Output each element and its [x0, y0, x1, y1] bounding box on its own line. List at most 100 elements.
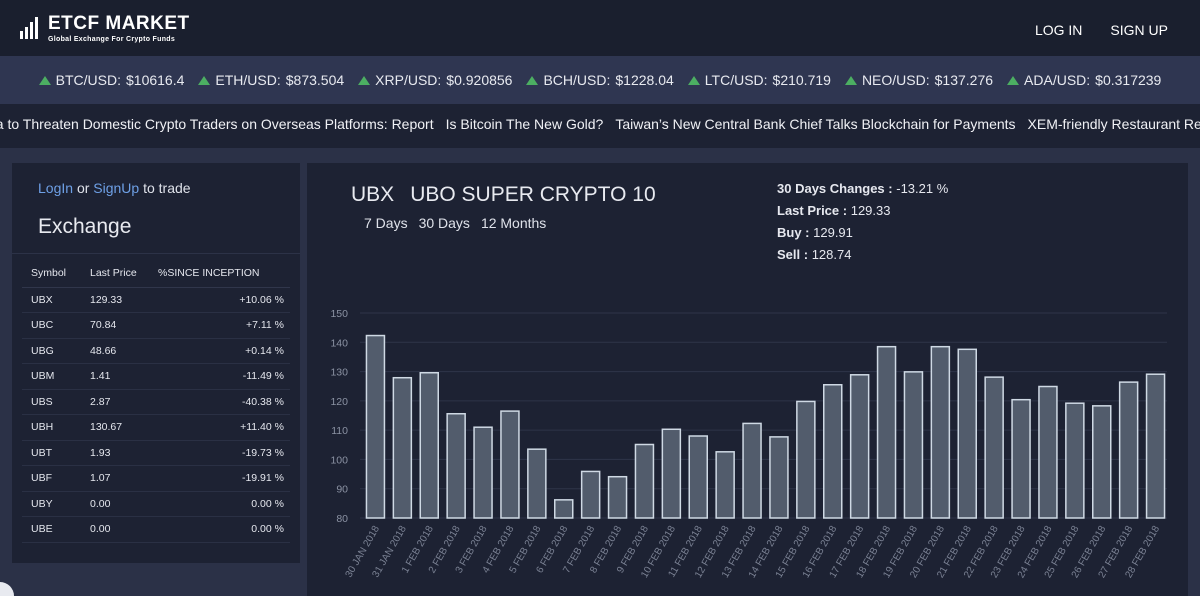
news-item[interactable]: na to Threaten Domestic Crypto Traders o…: [0, 116, 434, 132]
news-item[interactable]: Taiwan’s New Central Bank Chief Talks Bl…: [615, 116, 1016, 132]
y-tick-label: 90: [336, 484, 348, 496]
chart-bar[interactable]: [419, 371, 439, 519]
y-tick-label: 110: [331, 425, 348, 437]
chart-bar[interactable]: [1065, 402, 1085, 519]
table-row[interactable]: UBS 2.87 -40.38 %: [22, 389, 290, 415]
exchange-table: Symbol Last Price %SINCE INCEPTION UBX 12…: [22, 259, 290, 543]
news-marquee: na to Threaten Domestic Crypto Traders o…: [0, 104, 1200, 148]
exchange-panel: LogIn or SignUp to trade Exchange Symbol…: [12, 163, 300, 563]
chart-bar[interactable]: [1011, 398, 1031, 519]
chart-bar[interactable]: [715, 451, 735, 519]
ticker-item: ETH/USD: $873.504: [198, 72, 344, 88]
scroll-top-button[interactable]: [0, 582, 14, 596]
chart-bar[interactable]: [796, 400, 816, 519]
chart-bar[interactable]: [849, 374, 870, 519]
change-label: 30 Days Changes :: [777, 181, 893, 196]
buy-value: 129.91: [813, 225, 853, 240]
change-value: -13.21 %: [896, 181, 949, 196]
chart-bar[interactable]: [1145, 373, 1166, 519]
table-row[interactable]: UBE 0.00 0.00 %: [22, 516, 290, 543]
news-item[interactable]: Is Bitcoin The New Gold?: [445, 116, 604, 132]
y-tick-label: 80: [336, 513, 348, 525]
table-row[interactable]: UBF 1.07 -19.91 %: [22, 465, 290, 492]
table-row[interactable]: UBT 1.93 -19.73 %: [22, 440, 290, 466]
fund-stats: 30 Days Changes : -13.21 % Last Price : …: [777, 178, 948, 266]
chart-bar[interactable]: [769, 436, 789, 519]
chart-bar[interactable]: [1118, 381, 1139, 519]
chart-bar[interactable]: [823, 384, 843, 519]
chart-bar[interactable]: [1038, 385, 1058, 519]
chart-bar[interactable]: [876, 345, 897, 519]
column-header-since-inception[interactable]: %SINCE INCEPTION: [158, 259, 290, 288]
exchange-title: Exchange: [38, 215, 132, 238]
up-arrow-icon: [1007, 75, 1020, 85]
price-cell: 1.93: [78, 440, 158, 466]
change-cell: +10.06 %: [158, 287, 290, 313]
chart-bar[interactable]: [661, 428, 682, 519]
signup-link[interactable]: SIGN UP: [1110, 22, 1168, 38]
chart-bar[interactable]: [446, 412, 466, 519]
chart-bar[interactable]: [473, 426, 493, 519]
symbol-cell: UBG: [22, 338, 78, 364]
symbol-cell: UBX: [22, 287, 78, 313]
chart-panel: UBX UBO SUPER CRYPTO 10 7 Days 30 Days 1…: [307, 163, 1188, 596]
sidebar-login-link[interactable]: LogIn: [38, 180, 74, 196]
news-item[interactable]: XEM-friendly Restaurant Rele: [1027, 116, 1200, 132]
chart-bar[interactable]: [930, 345, 951, 519]
price-cell: 70.84: [78, 312, 158, 339]
chart-bar[interactable]: [957, 348, 977, 519]
table-row[interactable]: UBX 129.33 +10.06 %: [22, 287, 290, 313]
table-row[interactable]: UBG 48.66 +0.14 %: [22, 338, 290, 364]
divider: [12, 253, 300, 254]
symbol-cell: UBM: [22, 363, 78, 390]
chart-bar[interactable]: [984, 376, 1004, 519]
chart-bar[interactable]: [688, 435, 708, 519]
price-cell: 1.41: [78, 363, 158, 390]
chart-bar[interactable]: [580, 470, 601, 519]
range-selector: 7 Days 30 Days 12 Months: [364, 215, 546, 231]
symbol-cell: UBT: [22, 440, 78, 466]
range-30-days[interactable]: 30 Days: [418, 215, 470, 231]
chart-bar[interactable]: [742, 422, 762, 519]
column-header-last-price[interactable]: Last Price: [78, 259, 158, 288]
chart-bar[interactable]: [554, 499, 574, 519]
chart-bar[interactable]: [607, 475, 628, 519]
logo-subtitle: Global Exchange For Crypto Funds: [48, 35, 176, 43]
table-row[interactable]: UBY 0.00 0.00 %: [22, 491, 290, 517]
chart-bar[interactable]: [365, 334, 386, 519]
chart-bar[interactable]: [1092, 405, 1112, 519]
table-row[interactable]: UBM 1.41 -11.49 %: [22, 363, 290, 390]
ticker-item: NEO/USD: $137.276: [844, 72, 993, 88]
chart-bar[interactable]: [392, 376, 413, 519]
change-cell: +0.14 %: [158, 338, 290, 364]
symbol-cell: UBE: [22, 516, 78, 543]
table-row[interactable]: UBH 130.67 +11.40 %: [22, 414, 290, 441]
change-cell: 0.00 %: [158, 516, 290, 543]
change-cell: 0.00 %: [158, 491, 290, 517]
column-header-symbol[interactable]: Symbol: [22, 259, 78, 288]
change-cell: -19.91 %: [158, 465, 290, 492]
logo-title: ETCF MARKET: [48, 12, 190, 34]
bar-chart-logo-icon: [20, 17, 42, 39]
chart-bar[interactable]: [903, 371, 924, 519]
price-cell: 2.87: [78, 389, 158, 415]
last-price-value: 129.33: [850, 203, 891, 218]
price-cell: 0.00: [78, 491, 158, 517]
table-header-row: Symbol Last Price %SINCE INCEPTION: [22, 259, 290, 288]
range-7-days[interactable]: 7 Days: [364, 215, 408, 231]
sell-label: Sell :: [777, 247, 809, 262]
range-12-months[interactable]: 12 Months: [480, 215, 547, 231]
chart-bar[interactable]: [634, 443, 655, 519]
top-navbar: ETCF MARKET Global Exchange For Crypto F…: [0, 0, 1200, 56]
y-tick-label: 150: [330, 308, 348, 320]
logo[interactable]: ETCF MARKET Global Exchange For Crypto F…: [20, 12, 190, 44]
chart-bar[interactable]: [527, 448, 547, 519]
table-row[interactable]: UBC 70.84 +7.11 %: [22, 312, 290, 339]
login-link[interactable]: LOG IN: [1034, 22, 1083, 38]
sidebar-signup-link[interactable]: SignUp: [93, 180, 140, 196]
symbol-cell: UBC: [22, 312, 78, 339]
price-cell: 1.07: [78, 465, 158, 492]
y-tick-label: 140: [330, 337, 348, 349]
chart-bar[interactable]: [500, 410, 520, 519]
